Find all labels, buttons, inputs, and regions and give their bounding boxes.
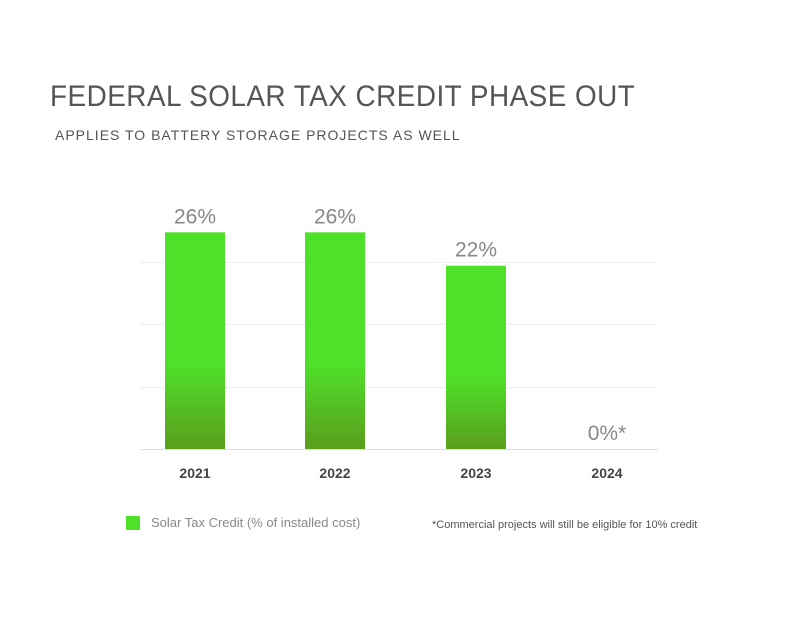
bars (165, 232, 506, 449)
legend-label: Solar Tax Credit (% of installed cost) (151, 515, 361, 530)
legend-swatch (126, 515, 140, 530)
x-tick-2021: 2021 (179, 465, 210, 481)
bar-2022 (305, 232, 365, 449)
data-label-2024: 0%* (588, 422, 627, 445)
footnote: *Commercial projects will still be eligi… (432, 519, 698, 531)
bar-2023 (446, 265, 506, 449)
gridlines (140, 262, 658, 450)
data-label-2022: 26% (314, 205, 356, 228)
x-tick-2024: 2024 (591, 465, 622, 481)
legend: Solar Tax Credit (% of installed cost) (126, 515, 360, 530)
data-label-2021: 26% (174, 205, 216, 228)
chart-subtitle: APPLIES TO BATTERY STORAGE PROJECTS AS W… (55, 127, 461, 143)
data-labels: 26% 26% 22% 0%* (174, 205, 626, 445)
x-tick-2022: 2022 (319, 465, 350, 481)
x-tick-2023: 2023 (460, 465, 491, 481)
data-label-2023: 22% (455, 239, 497, 262)
bar-2021 (165, 232, 225, 449)
bar-chart: 26% 26% 22% 0%* 2021 2022 2023 2024 (140, 205, 658, 481)
x-tick-labels: 2021 2022 2023 2024 (179, 465, 622, 481)
chart-title: FEDERAL SOLAR TAX CREDIT PHASE OUT (50, 80, 636, 113)
